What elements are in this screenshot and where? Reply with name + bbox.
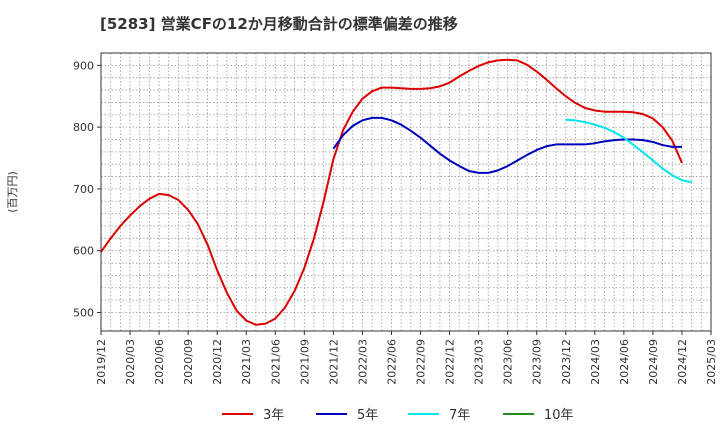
x-tick-label: 2021/03 xyxy=(240,339,253,385)
legend-item-1: 3年 xyxy=(222,408,284,423)
x-axis-ticks: 2019/12 2020/03 2020/06 2020/09 2020/12 2021/… xyxy=(95,331,718,385)
plot-frame xyxy=(100,52,712,332)
legend-label: 7年 xyxy=(449,408,470,423)
x-tick-label: 2023/03 xyxy=(473,339,486,385)
legend-item-4: 10年 xyxy=(503,408,574,423)
x-tick-label: 2023/09 xyxy=(531,339,544,385)
legend-label: 5年 xyxy=(357,408,378,423)
grid-lines xyxy=(101,53,711,331)
y-tick-label: 500 xyxy=(73,306,94,319)
x-tick-label: 2021/09 xyxy=(298,339,311,385)
x-tick-label: 2022/03 xyxy=(356,339,369,385)
x-tick-label: 2022/06 xyxy=(385,339,398,385)
x-tick-label: 2020/12 xyxy=(211,339,224,385)
legend: 3年 5年 7年 10年 xyxy=(222,408,574,423)
x-tick-label: 2022/09 xyxy=(415,339,428,385)
series-line-2 xyxy=(332,116,682,174)
plot-background xyxy=(101,53,711,331)
x-tick-label: 2019/12 xyxy=(95,339,108,385)
series-line-3 xyxy=(565,118,692,184)
y-tick-label: 800 xyxy=(73,121,94,134)
x-tick-label: 2024/03 xyxy=(589,339,602,385)
legend-label: 3年 xyxy=(263,408,284,423)
y-tick-label: 700 xyxy=(73,183,94,196)
legend-item-3: 7年 xyxy=(408,408,470,423)
x-tick-label: 2020/06 xyxy=(153,339,166,385)
y-tick-label: 600 xyxy=(73,245,94,258)
x-tick-label: 2021/12 xyxy=(327,339,340,385)
plot-area: 500 600 700 800 900 2019/12 2020/03 2020/06 202… xyxy=(73,52,718,385)
x-tick-label: 2021/06 xyxy=(269,339,282,385)
x-tick-label: 2020/09 xyxy=(182,339,195,385)
y-axis-label: (百万円) xyxy=(6,171,19,213)
x-tick-label: 2023/06 xyxy=(502,339,515,385)
series-lines xyxy=(100,58,692,326)
x-tick-label: 2025/03 xyxy=(705,339,718,385)
legend-label: 10年 xyxy=(544,408,574,423)
series-line-1 xyxy=(100,58,683,326)
x-tick-label: 2024/06 xyxy=(618,339,631,385)
y-tick-label: 900 xyxy=(73,59,94,72)
y-axis-ticks: 500 600 700 800 900 xyxy=(73,59,101,319)
chart-title: [5283] 営業CFの12か月移動合計の標準偏差の推移 xyxy=(100,15,458,33)
legend-item-2: 5年 xyxy=(316,408,378,423)
x-tick-label: 2020/03 xyxy=(124,339,137,385)
x-tick-label: 2024/09 xyxy=(647,339,660,385)
x-tick-label: 2024/12 xyxy=(676,339,689,385)
x-tick-label: 2022/12 xyxy=(444,339,457,385)
x-tick-label: 2023/12 xyxy=(560,339,573,385)
